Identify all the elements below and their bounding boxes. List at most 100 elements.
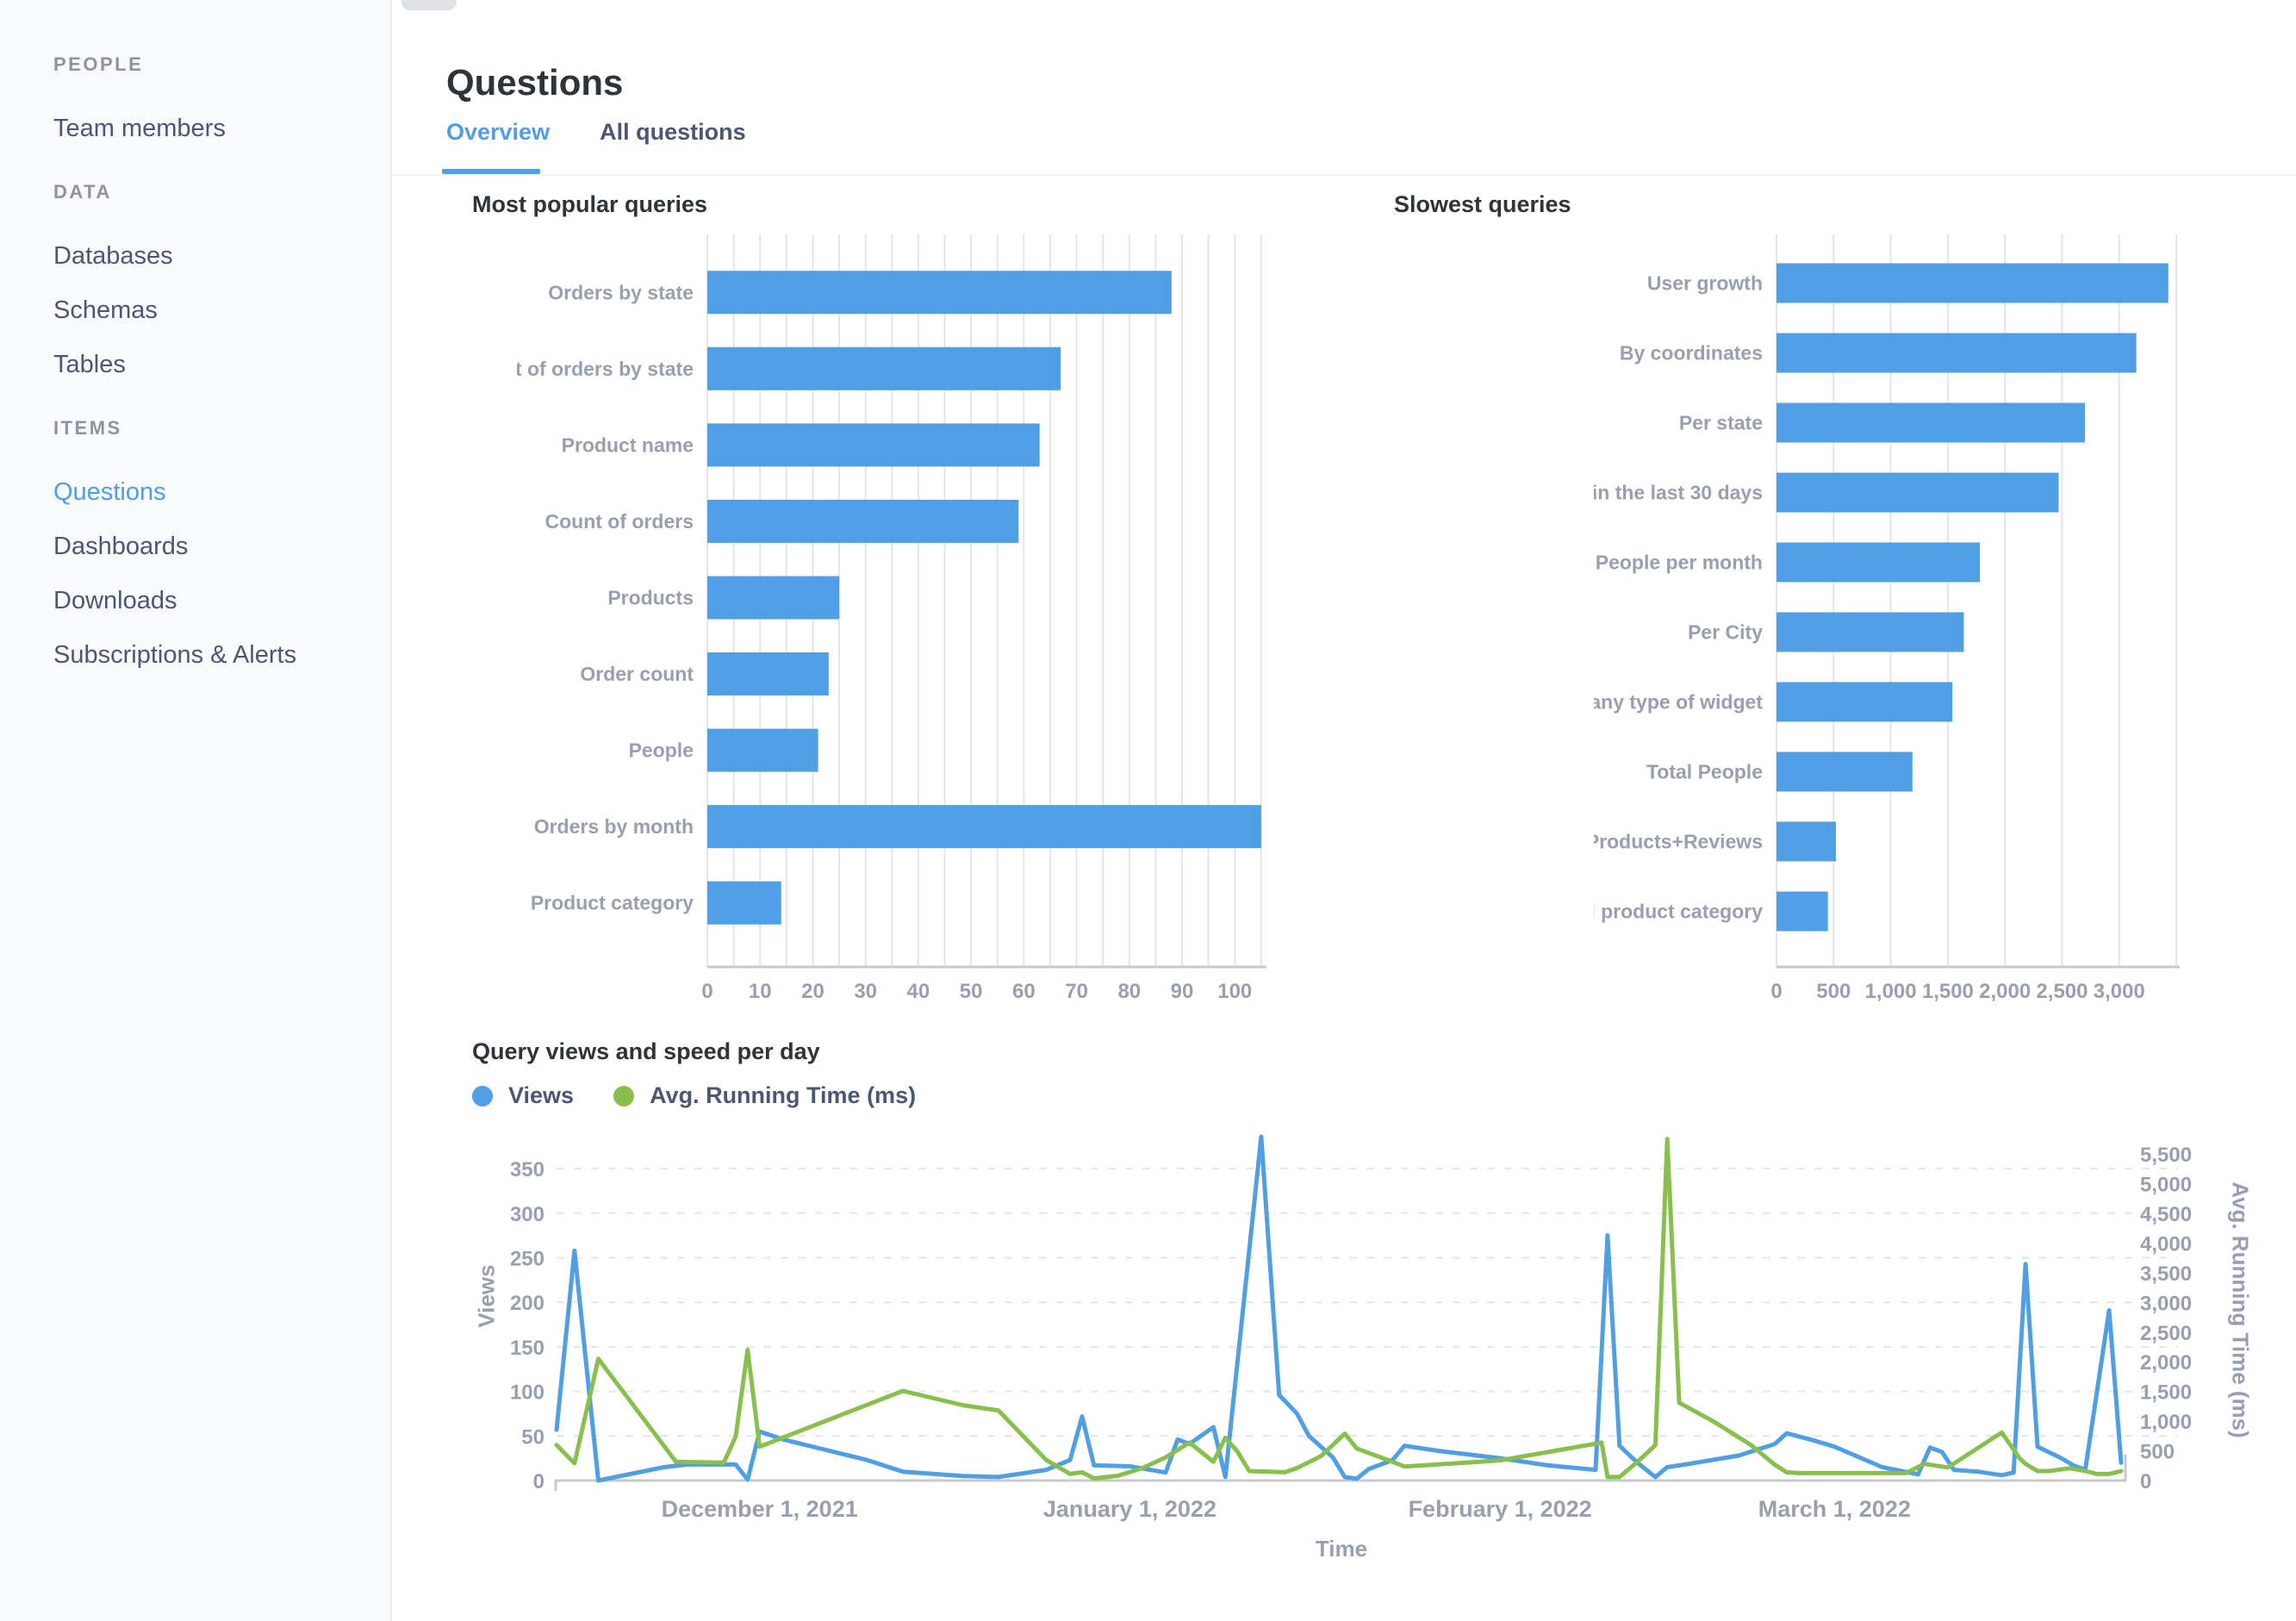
slowest-queries-chart: User growth By coordinates Per state New Pe… bbox=[1594, 234, 2180, 1003]
most-popular-queries-chart: Orders by state Count of orders by state P… bbox=[517, 234, 1266, 1003]
views-tick-label: 250 bbox=[510, 1248, 544, 1271]
sidebar-section-data: DATA Databases Schemas Tables bbox=[53, 181, 390, 379]
running-time-tick-label: 2,000 bbox=[2140, 1351, 2192, 1375]
x-tick-label: 100 bbox=[1217, 980, 1252, 1003]
x-axis-month-label: December 1, 2021 bbox=[662, 1496, 858, 1522]
bar-orders-products-reviews[interactable] bbox=[1776, 821, 1836, 862]
bar-label-orders-by-month: Orders by month bbox=[534, 815, 694, 838]
x-tick-label: 0 bbox=[1770, 980, 1782, 1003]
bar-user-growth[interactable] bbox=[1776, 263, 2168, 303]
bar-label-total-people: Total People bbox=[1646, 761, 1763, 783]
bar-orders-by-month[interactable] bbox=[707, 805, 1261, 849]
bar-people[interactable] bbox=[707, 728, 818, 772]
bar-product-name[interactable] bbox=[707, 423, 1040, 467]
tabs-divider bbox=[393, 174, 2296, 176]
tab-bar: Overview All questions bbox=[446, 119, 746, 146]
x-tick-label: 3,000 bbox=[2094, 980, 2145, 1003]
sidebar-item-questions[interactable]: Questions bbox=[53, 478, 166, 506]
sidebar-item-downloads[interactable]: Downloads bbox=[53, 587, 177, 614]
time-axis-title: Time bbox=[1315, 1536, 1368, 1562]
x-tick-label: 50 bbox=[960, 980, 983, 1003]
x-tick-label: 2,000 bbox=[1979, 980, 2031, 1003]
bar-label-per-city: Per City bbox=[1688, 621, 1763, 644]
views-tick-label: 100 bbox=[510, 1381, 544, 1405]
bar-label-user-growth: User growth bbox=[1647, 272, 1763, 295]
x-tick-label: 10 bbox=[749, 980, 772, 1003]
bar-average-weekly-sales-of-any-type-of-widget[interactable] bbox=[1776, 682, 1953, 722]
series-line-avg-running-time-ms[interactable] bbox=[554, 1137, 2124, 1481]
bar-label-average-weekly-sales-of-any-type-of-widget: Average weekly sales of any type of widg… bbox=[1594, 691, 1763, 714]
bar-label-order-count: Order count bbox=[580, 663, 694, 685]
bar-label-products: Products bbox=[607, 587, 694, 609]
bar-label-orders-by-state: Orders by state bbox=[548, 281, 694, 303]
bar-per-city[interactable] bbox=[1776, 612, 1964, 652]
bar-new-people-per-month[interactable] bbox=[1776, 542, 1980, 583]
bar-new-people-in-the-last-30-days[interactable] bbox=[1776, 472, 2059, 513]
sidebar-item-schemas[interactable]: Schemas bbox=[53, 296, 158, 324]
bar-label-new-people-in-the-last-30-days: New People in the last 30 days bbox=[1594, 482, 1763, 504]
x-tick-label: 80 bbox=[1117, 980, 1141, 1003]
x-tick-label: 40 bbox=[907, 980, 930, 1003]
bar-count-of-orders-by-state[interactable] bbox=[707, 346, 1061, 390]
chart-title-slowest: Slowest queries bbox=[1394, 191, 1571, 217]
bar-label-per-state: Per state bbox=[1679, 412, 1763, 434]
bar-label-people: People bbox=[629, 739, 694, 762]
sidebar-item-team-members[interactable]: Team members bbox=[53, 115, 226, 142]
bar-product-category[interactable] bbox=[707, 881, 781, 925]
views-speed-line-chart: 0 50 100 150 200 250 300 350 0 500 1,000 1,500 2,000… bbox=[510, 1134, 2192, 1522]
chart-title-views-speed: Query views and speed per day bbox=[472, 1038, 820, 1064]
chart-title-most-popular: Most popular queries bbox=[472, 191, 708, 217]
sidebar-section-title-people: PEOPLE bbox=[53, 53, 144, 75]
x-tick-label: 0 bbox=[701, 980, 712, 1003]
bar-by-coordinates[interactable] bbox=[1776, 333, 2137, 373]
x-tick-label: 500 bbox=[1816, 980, 1851, 1003]
views-tick-label: 0 bbox=[533, 1470, 544, 1493]
admin-sidebar: PEOPLE Team members DATA Databases Schemas Ta… bbox=[0, 0, 392, 1621]
bar-total-people[interactable] bbox=[1776, 751, 1913, 792]
running-time-legend-dot bbox=[613, 1085, 635, 1107]
views-legend-label[interactable]: Views bbox=[508, 1082, 575, 1108]
views-tick-label: 350 bbox=[510, 1158, 544, 1181]
views-tick-label: 200 bbox=[510, 1292, 544, 1315]
running-time-tick-label: 0 bbox=[2140, 1470, 2151, 1493]
running-time-tick-label: 3,500 bbox=[2140, 1263, 2192, 1286]
x-axis-month-label: January 1, 2022 bbox=[1043, 1496, 1216, 1522]
sidebar-item-subscriptions-alerts[interactable]: Subscriptions & Alerts bbox=[53, 641, 297, 669]
running-time-tick-label: 1,500 bbox=[2140, 1381, 2192, 1405]
bar-orders-by-state[interactable] bbox=[707, 271, 1172, 315]
series-line-views[interactable] bbox=[554, 1134, 2124, 1483]
x-tick-label: 1,000 bbox=[1865, 980, 1917, 1003]
sidebar-item-dashboards[interactable]: Dashboards bbox=[53, 533, 189, 560]
sidebar-item-tables[interactable]: Tables bbox=[53, 351, 126, 378]
tab-all-questions[interactable]: All questions bbox=[600, 119, 746, 145]
bar-count-of-orders[interactable] bbox=[707, 499, 1019, 543]
scrollbar-remnant bbox=[401, 0, 457, 10]
bar-label-orders-products-reviews: Orders+Products+Reviews bbox=[1594, 831, 1763, 853]
running-time-legend-label[interactable]: Avg. Running Time (ms) bbox=[650, 1082, 917, 1108]
sidebar-item-databases[interactable]: Databases bbox=[53, 242, 173, 270]
bar-orders-by-month-and-product-category[interactable] bbox=[1776, 891, 1828, 932]
sidebar-section-title-items: ITEMS bbox=[53, 417, 122, 439]
running-time-tick-label: 3,000 bbox=[2140, 1292, 2192, 1315]
running-time-tick-label: 4,000 bbox=[2140, 1232, 2192, 1256]
line-chart-legend: Views Avg. Running Time (ms) bbox=[472, 1082, 940, 1109]
bar-label-by-coordinates: By coordinates bbox=[1620, 342, 1763, 365]
tab-overview[interactable]: Overview bbox=[446, 119, 551, 145]
views-tick-label: 150 bbox=[510, 1337, 544, 1360]
bar-products[interactable] bbox=[707, 576, 840, 620]
x-tick-label: 20 bbox=[801, 980, 824, 1003]
x-tick-label: 30 bbox=[854, 980, 877, 1003]
bar-label-count-of-orders: Count of orders bbox=[545, 510, 694, 533]
bar-order-count[interactable] bbox=[707, 652, 829, 696]
bar-label-orders-by-month-and-product-category: Orders by month and product category bbox=[1594, 901, 1763, 923]
x-tick-label: 60 bbox=[1012, 980, 1036, 1003]
running-time-tick-label: 500 bbox=[2140, 1441, 2175, 1464]
sidebar-section-people: PEOPLE Team members bbox=[53, 53, 390, 143]
running-time-tick-label: 5,500 bbox=[2140, 1144, 2192, 1167]
bar-per-state[interactable] bbox=[1776, 402, 2085, 443]
running-time-tick-label: 4,500 bbox=[2140, 1203, 2192, 1226]
sidebar-section-items: ITEMS Questions Dashboards Downloads Subscri… bbox=[53, 417, 390, 670]
x-axis-month-label: March 1, 2022 bbox=[1758, 1496, 1911, 1522]
views-legend-dot bbox=[472, 1085, 493, 1107]
bar-label-product-category: Product category bbox=[531, 892, 694, 914]
